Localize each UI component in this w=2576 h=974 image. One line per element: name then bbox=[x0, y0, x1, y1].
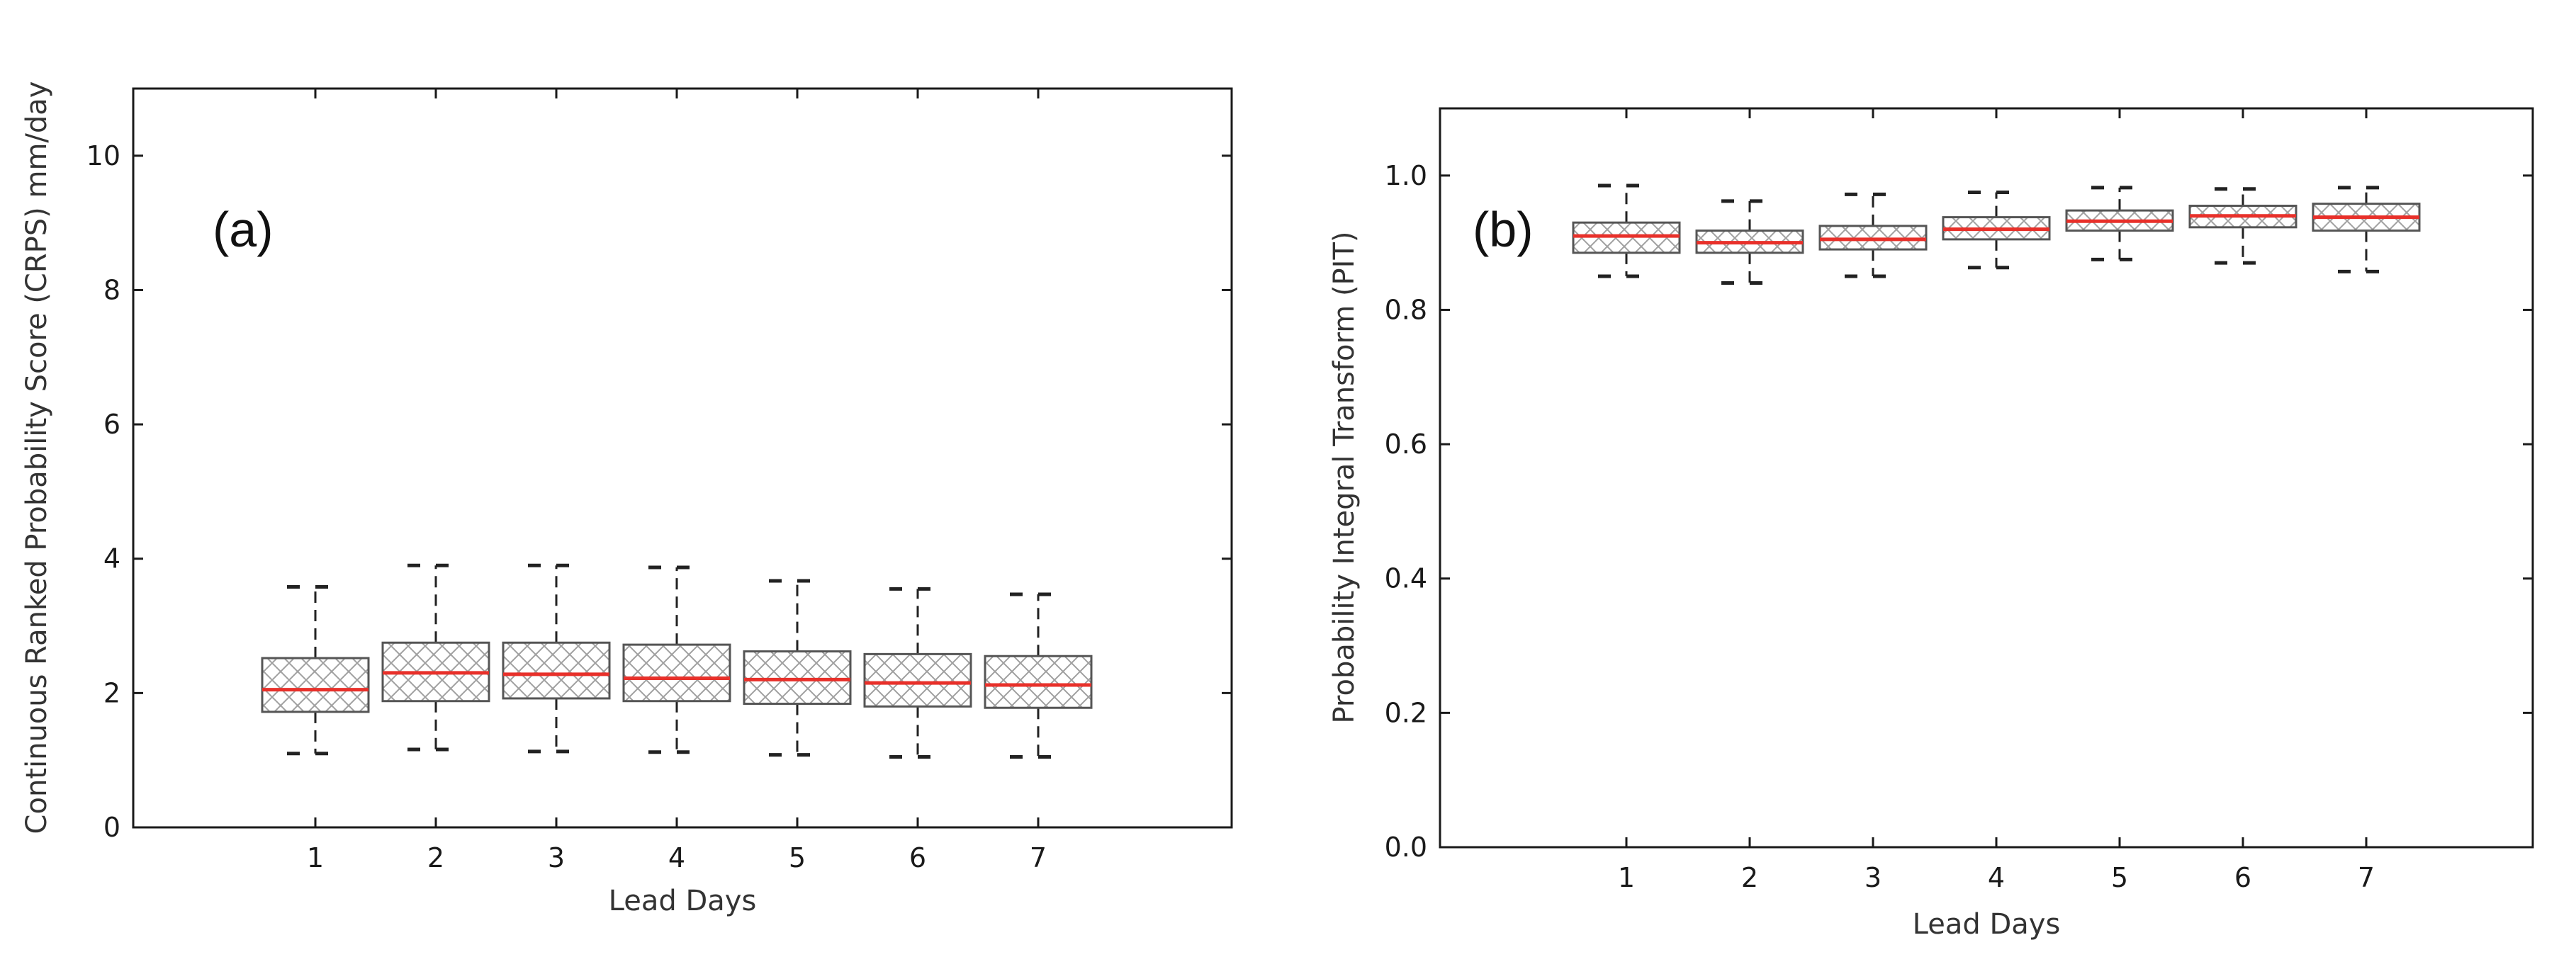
box bbox=[863, 652, 972, 708]
box-plot-3 bbox=[502, 563, 611, 754]
box-plot-5 bbox=[743, 579, 852, 757]
plot-frame bbox=[132, 87, 1233, 829]
panel-label: (a) bbox=[213, 202, 274, 257]
plot-frame bbox=[1439, 107, 2534, 849]
x-tick-label: 4 bbox=[668, 842, 685, 873]
y-axis-title: Probability Integral Transform (PIT) bbox=[1328, 231, 1361, 723]
y-axis-title: Continuous Ranked Probability Score (CRP… bbox=[21, 81, 53, 834]
x-tick-label: 5 bbox=[789, 842, 806, 873]
x-tick-label: 3 bbox=[1864, 862, 1882, 893]
x-tick-label: 6 bbox=[2234, 862, 2251, 893]
box-plot-1 bbox=[1572, 183, 1681, 278]
box-plot-2 bbox=[381, 563, 490, 752]
y-tick-label: 0.6 bbox=[1385, 429, 1427, 460]
y-tick-label: 0.4 bbox=[1385, 563, 1427, 594]
box-plot-6 bbox=[2188, 187, 2297, 265]
x-tick-label: 3 bbox=[548, 842, 565, 873]
box-plot-3 bbox=[1818, 192, 1928, 278]
box-plot-7 bbox=[984, 592, 1093, 759]
x-ticks: 1 2 3 4 5 6 7 bbox=[1618, 108, 2375, 893]
y-tick-label: 2 bbox=[103, 677, 120, 708]
box-plot-7 bbox=[2312, 186, 2421, 273]
box-series bbox=[1572, 183, 2421, 285]
y-tick-label: 8 bbox=[103, 274, 120, 305]
y-tick-label: 0 bbox=[103, 812, 120, 843]
y-tick-label: 1.0 bbox=[1385, 160, 1427, 191]
box bbox=[622, 643, 731, 703]
box-plot-2 bbox=[1695, 199, 1804, 285]
box bbox=[984, 655, 1093, 709]
box-series bbox=[261, 563, 1093, 759]
box bbox=[502, 641, 611, 700]
x-tick-label: 4 bbox=[1988, 862, 2005, 893]
x-tick-label: 5 bbox=[2111, 862, 2128, 893]
x-tick-label: 1 bbox=[1618, 862, 1635, 893]
x-tick-label: 1 bbox=[307, 842, 324, 873]
y-ticks: 0.0 0.2 0.4 0.6 0.8 1.0 bbox=[1385, 160, 2533, 863]
x-tick-label: 2 bbox=[427, 842, 444, 873]
x-tick-label: 7 bbox=[2358, 862, 2375, 893]
y-tick-label: 6 bbox=[103, 409, 120, 440]
box-plot-4 bbox=[1942, 191, 2051, 270]
x-tick-label: 6 bbox=[909, 842, 926, 873]
box-plot-6 bbox=[863, 587, 972, 759]
y-tick-label: 0.8 bbox=[1385, 294, 1427, 325]
x-axis-title: Lead Days bbox=[609, 885, 757, 917]
chart-panel-b: (b) 0.0 0.2 0.4 0.6 0.8 1.0 1 2 3 4 5 6 7 Lead Days… bbox=[1328, 107, 2534, 941]
y-tick-label: 0.2 bbox=[1385, 697, 1427, 728]
box bbox=[261, 657, 370, 713]
x-axis-title: Lead Days bbox=[1913, 908, 2061, 941]
y-tick-label: 4 bbox=[103, 543, 120, 574]
y-tick-label: 10 bbox=[86, 140, 120, 171]
box-plot-5 bbox=[2065, 186, 2174, 261]
box-plot-1 bbox=[261, 585, 370, 756]
panel-label: (b) bbox=[1473, 202, 1534, 257]
box-plot-4 bbox=[622, 565, 731, 754]
x-tick-label: 2 bbox=[1741, 862, 1758, 893]
x-ticks: 1 2 3 4 5 6 7 bbox=[307, 89, 1047, 873]
y-ticks: 0 2 4 6 8 10 bbox=[86, 140, 1232, 843]
y-tick-label: 0.0 bbox=[1385, 832, 1427, 863]
box bbox=[743, 650, 852, 706]
x-tick-label: 7 bbox=[1030, 842, 1047, 873]
